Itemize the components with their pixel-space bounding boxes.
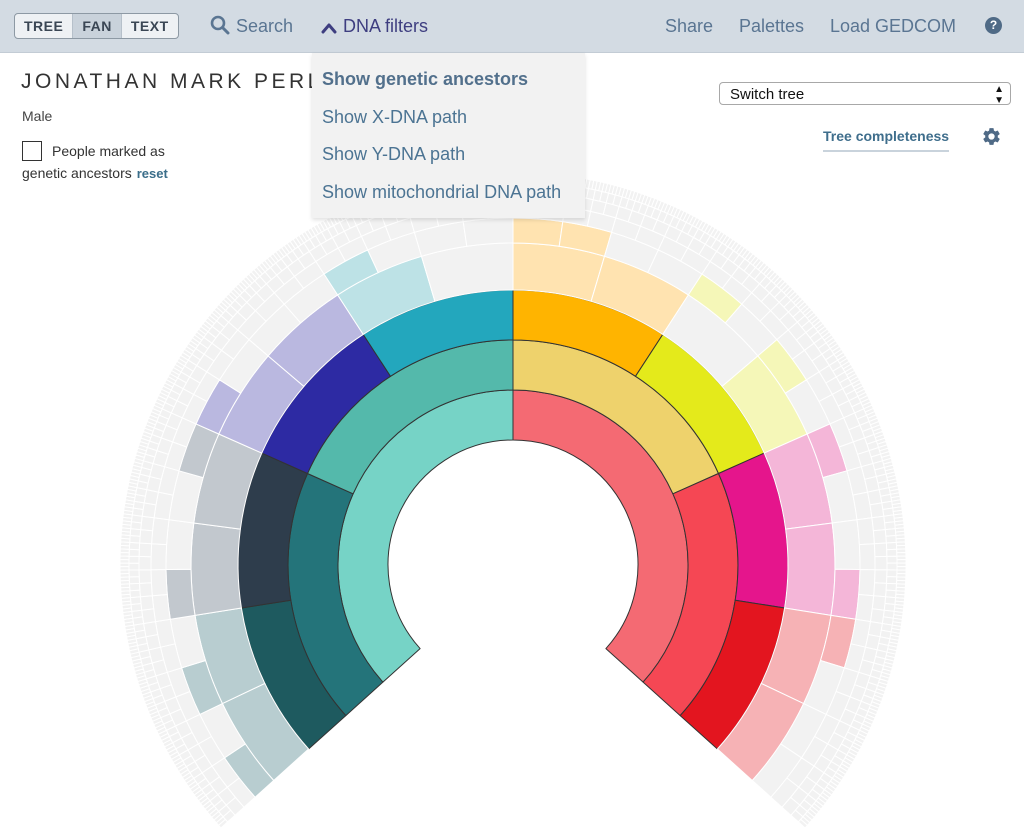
fan-segment-gen5-4[interactable]: [165, 568, 196, 620]
dna-filters-label: DNA filters: [343, 16, 429, 36]
fan-segment-gen5-16[interactable]: [512, 217, 564, 247]
fan-segment-gen9-511[interactable]: [797, 818, 808, 828]
fan-segment-gen9-81[interactable]: [119, 562, 130, 568]
fan-segment-gen8-212[interactable]: [885, 541, 898, 551]
reset-link[interactable]: reset: [136, 166, 168, 181]
genetic-filter-label-text: genetic ancestors: [22, 165, 132, 181]
fan-segment-gen6-53[interactable]: [858, 543, 876, 571]
share-link[interactable]: Share: [665, 16, 714, 36]
fan-segment-gen8-36[interactable]: [129, 589, 141, 599]
fan-segment-gen7-21[interactable]: [138, 542, 153, 558]
fan-segment-gen8-42[interactable]: [128, 548, 140, 557]
genetic-ancestors-checkbox[interactable]: [22, 141, 42, 161]
fan-segment-gen7-105[interactable]: [872, 529, 887, 545]
fan-segment-gen6-10[interactable]: [150, 543, 168, 571]
view-tree-button[interactable]: TREE: [24, 18, 64, 34]
fan-segment-gen6-11[interactable]: [151, 517, 170, 546]
fan-segment-gen7-109[interactable]: [873, 582, 887, 598]
fan-segment-gen6-52[interactable]: [856, 517, 875, 546]
dna-filters-menu-button[interactable]: DNA filters: [321, 0, 428, 52]
fan-segment-gen8-218[interactable]: [885, 582, 897, 592]
fan-segment-gen7-20[interactable]: [138, 555, 152, 571]
fan-segment-gen7-22[interactable]: [139, 529, 154, 545]
fan-segment-gen4-13[interactable]: [784, 522, 836, 616]
fan-segment-gen7-111[interactable]: [870, 608, 885, 624]
fan-segment-gen8-216[interactable]: [886, 569, 898, 578]
fan-segment-gen8-215[interactable]: [886, 562, 898, 571]
view-fan-button[interactable]: FAN: [72, 14, 121, 38]
fan-segment-gen7-17[interactable]: [139, 595, 155, 611]
search-icon: [210, 15, 230, 35]
fan-segment-gen7-106[interactable]: [873, 542, 888, 558]
menu-item-y-dna-path[interactable]: Show Y-DNA path: [322, 144, 466, 164]
top-bar: TREE FAN TEXT Search DNA filters Share P…: [0, 0, 1024, 53]
fan-segment-gen5-5[interactable]: [165, 519, 195, 570]
fan-segment-gen8-217[interactable]: [886, 576, 898, 585]
fan-segment-gen7-108[interactable]: [874, 569, 888, 584]
fan-segment-gen7-19[interactable]: [138, 569, 152, 584]
tree-completeness-link[interactable]: Tree completeness: [823, 128, 950, 152]
chevron-up-icon: [321, 23, 337, 34]
genetic-filter-label-line1: People marked as: [52, 143, 165, 159]
fan-segment-gen6-9[interactable]: [150, 569, 168, 597]
genetic-filter-label-line2: genetic ancestors reset: [22, 165, 168, 181]
fan-segment-gen7-107[interactable]: [874, 555, 888, 571]
palettes-link[interactable]: Palettes: [739, 16, 805, 36]
view-mode-switch: TREE FAN TEXT: [14, 13, 179, 39]
gear-icon[interactable]: [981, 126, 1002, 147]
fan-segment-gen9-429[interactable]: [896, 559, 907, 564]
search-link[interactable]: Search: [210, 0, 293, 52]
fan-segment-gen8-38[interactable]: [128, 576, 140, 585]
fan-segment-gen9-430[interactable]: [896, 562, 907, 568]
menu-item-mitochondrial-dna-path[interactable]: Show mitochondrial DNA path: [322, 182, 562, 202]
search-label: Search: [236, 16, 294, 36]
view-text-button[interactable]: TEXT: [120, 14, 178, 38]
help-icon[interactable]: ?: [985, 17, 1002, 34]
fan-segment-gen7-110[interactable]: [871, 595, 887, 611]
menu-item-x-dna-path[interactable]: Show X-DNA path: [322, 107, 468, 127]
person-sex: Male: [22, 108, 53, 124]
fan-segment-gen5-15[interactable]: [462, 217, 514, 247]
fan-segment-gen8-41[interactable]: [128, 555, 140, 564]
switch-tree-select[interactable]: Switch tree ▲ ▼: [719, 82, 1011, 106]
fan-segment-gen5-26[interactable]: [831, 519, 861, 570]
fan-segment-gen7-18[interactable]: [139, 582, 153, 598]
fan-segment-gen4-2[interactable]: [190, 522, 242, 616]
fan-segment-gen8-214[interactable]: [886, 555, 898, 564]
fan-segment-gen8-211[interactable]: [885, 535, 897, 544]
fan-segment-gen9-80[interactable]: [119, 566, 130, 571]
select-arrows-icon: ▲ ▼: [994, 84, 1004, 106]
fan-segment-gen7-104[interactable]: [871, 515, 886, 532]
fan-segment-gen7-23[interactable]: [140, 515, 155, 532]
fan-segment-gen6-54[interactable]: [858, 569, 876, 597]
menu-item-genetic-ancestors[interactable]: Show genetic ancestors: [322, 69, 529, 89]
person-name: JONATHAN MARK PERL: [21, 70, 323, 93]
fan-segment-gen8-43[interactable]: [128, 541, 141, 551]
fan-segment-gen8-37[interactable]: [129, 582, 141, 592]
fan-segment-gen5-27[interactable]: [830, 568, 861, 620]
load-gedcom-link[interactable]: Load GEDCOM: [830, 16, 957, 36]
switch-tree-label: Switch tree: [730, 86, 805, 103]
fan-segment-gen8-40[interactable]: [128, 562, 140, 571]
dna-filters-dropdown: Show genetic ancestors Show X-DNA path S…: [312, 53, 585, 218]
fan-segment-gen8-213[interactable]: [886, 548, 898, 557]
fan-segment-gen7-16[interactable]: [141, 608, 156, 624]
fan-segment-gen8-39[interactable]: [128, 569, 140, 578]
